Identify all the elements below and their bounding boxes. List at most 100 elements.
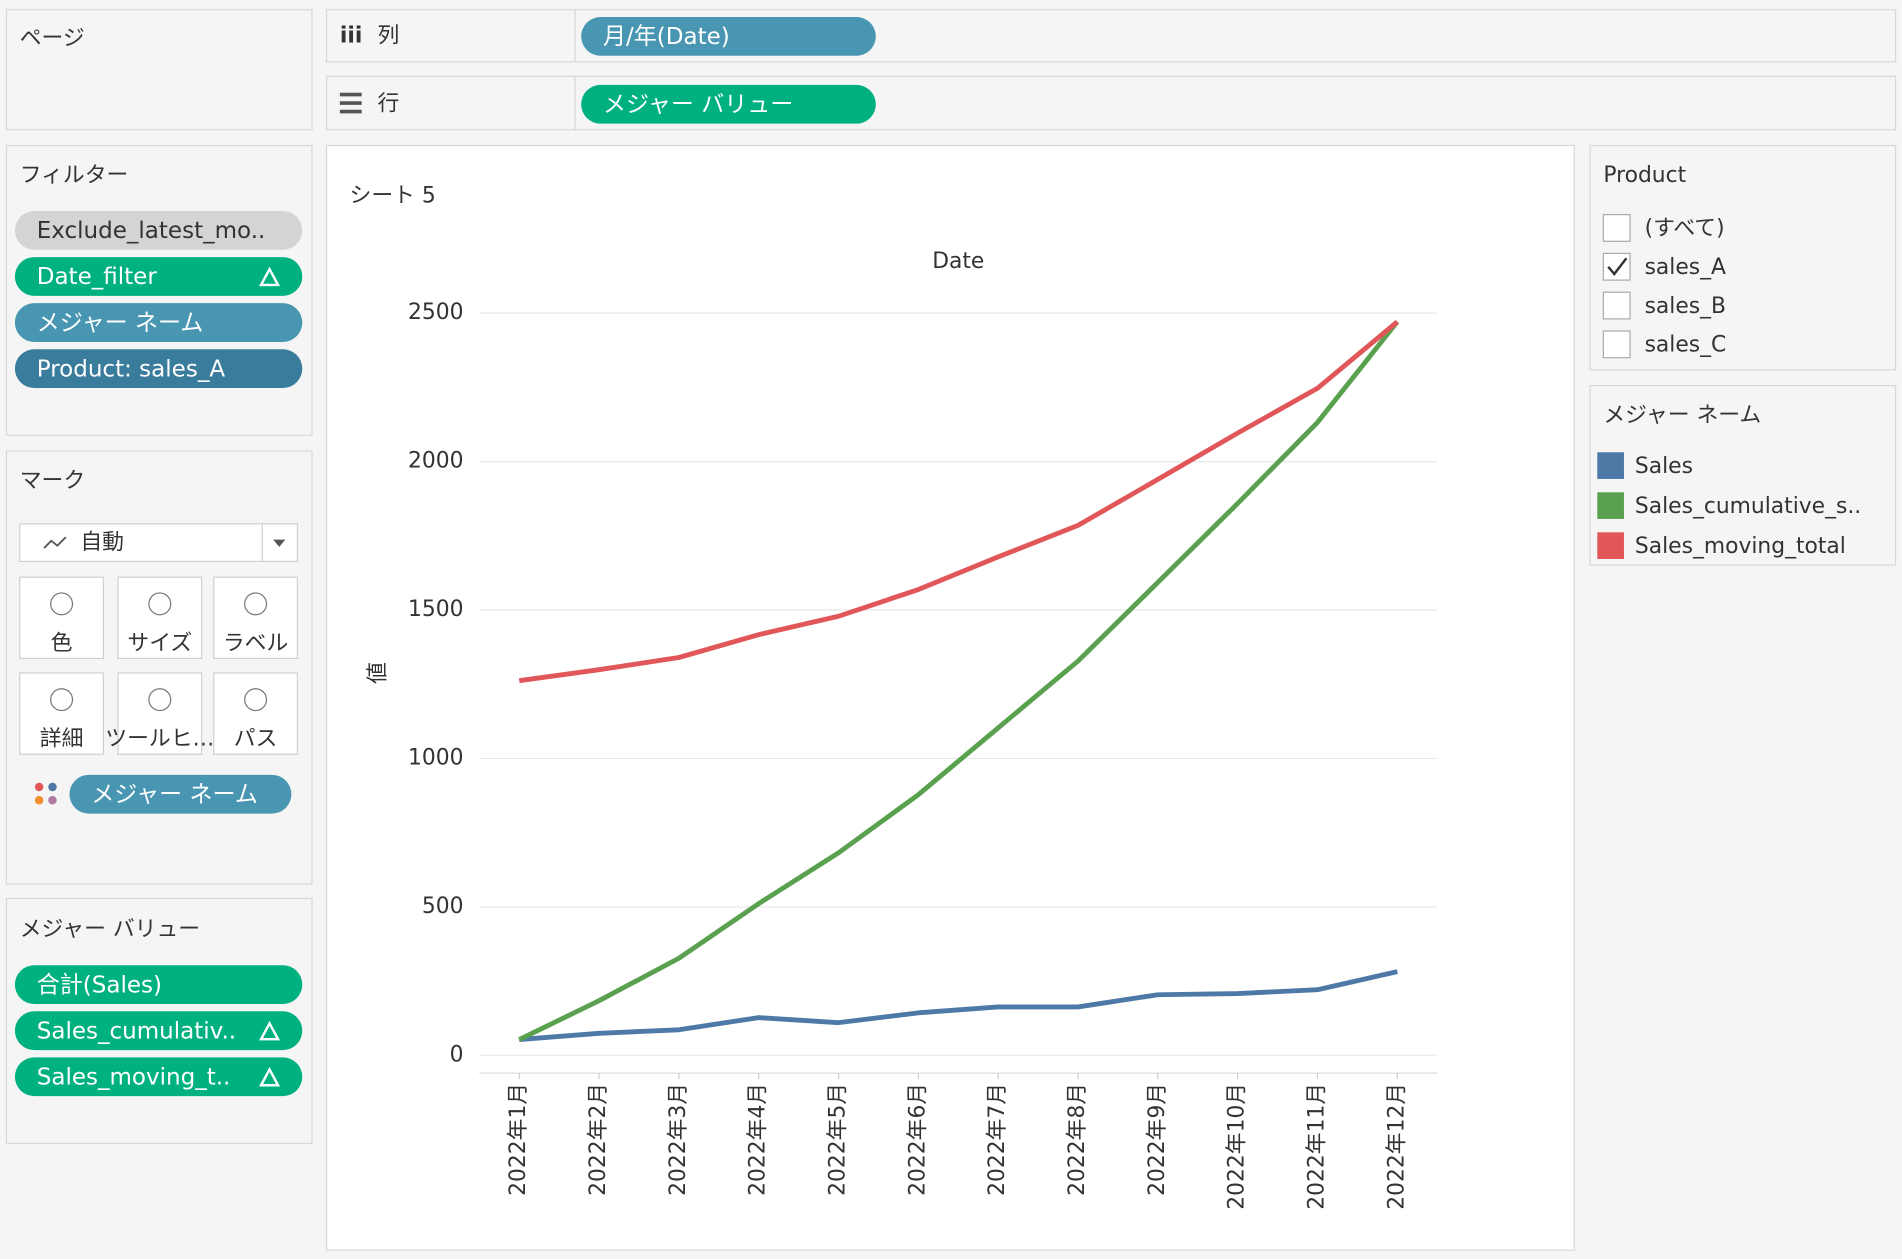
checkbox[interactable] xyxy=(1602,252,1631,281)
legend-swatch xyxy=(1597,452,1624,479)
pill-text: Sales_moving_t.. xyxy=(37,1064,231,1090)
filter-pill[interactable] xyxy=(14,349,303,389)
option-label: sales_B xyxy=(1645,294,1726,319)
panel-title: フィルター xyxy=(20,163,129,188)
pill-text: Exclude_latest_mo.. xyxy=(37,218,266,244)
x-axis-title: Date xyxy=(932,249,984,274)
mark-button[interactable] xyxy=(19,672,105,755)
measure-pill[interactable] xyxy=(14,965,303,1004)
rows-shelf xyxy=(325,75,1897,131)
columns-shelf xyxy=(325,9,1897,63)
mark-type: 自動 xyxy=(80,530,124,555)
legend-swatch xyxy=(1597,532,1624,559)
checkbox[interactable] xyxy=(1602,214,1631,242)
icon xyxy=(50,688,74,712)
x-tick-label: 2022年4月 xyxy=(746,1083,771,1196)
pill-text: 合計(Sales) xyxy=(37,972,162,998)
icon xyxy=(259,266,281,287)
product-filter-panel xyxy=(1589,144,1897,371)
mark-type-dropdown[interactable] xyxy=(19,523,299,563)
legend-label[interactable]: Sales_cumulative_s.. xyxy=(1635,494,1861,519)
x-tick-label: 2022年7月 xyxy=(985,1083,1010,1196)
y-tick-label: 1000 xyxy=(408,745,464,770)
y-tick-label: 2000 xyxy=(408,449,464,474)
mark-button[interactable] xyxy=(117,576,203,660)
mark-button-label: 色 xyxy=(51,631,73,656)
mark-button-label: ラベル xyxy=(223,631,288,656)
panel-title: メジャー バリュー xyxy=(20,917,200,942)
x-tick-label: 2022年6月 xyxy=(905,1083,930,1196)
mark-button[interactable] xyxy=(19,576,105,660)
chart-title: シート 5 xyxy=(350,183,436,208)
mark-button[interactable] xyxy=(213,576,299,660)
pill[interactable] xyxy=(581,84,876,124)
option-label: sales_A xyxy=(1645,255,1726,280)
icon xyxy=(259,1020,281,1041)
icon xyxy=(148,688,172,712)
panel-title: ページ xyxy=(20,26,85,51)
x-tick-label: 2022年8月 xyxy=(1065,1083,1090,1196)
shelf-label: 行 xyxy=(377,91,399,116)
x-tick-label: 2022年12月 xyxy=(1384,1083,1409,1210)
measure-pill[interactable] xyxy=(14,1057,303,1097)
y-tick-label: 500 xyxy=(422,894,464,919)
panel-title: Product xyxy=(1603,163,1686,188)
filter-pill[interactable] xyxy=(14,257,303,296)
icon xyxy=(50,592,74,616)
pages-panel xyxy=(5,9,313,131)
y-tick-label: 2500 xyxy=(408,300,464,325)
shelf-label: 列 xyxy=(377,23,399,48)
legend-title: メジャー ネーム xyxy=(1603,403,1761,428)
icon xyxy=(244,592,268,616)
icon xyxy=(244,688,268,712)
legend-panel xyxy=(1589,384,1897,566)
option-label: (すべて) xyxy=(1645,216,1725,241)
mark-button-label: ツールヒ… xyxy=(105,727,214,752)
mark-button[interactable] xyxy=(117,672,203,755)
x-tick-label: 2022年2月 xyxy=(586,1083,611,1196)
chart-panel xyxy=(325,144,1575,1251)
mark-button-label: サイズ xyxy=(127,631,192,656)
x-tick-label: 2022年9月 xyxy=(1145,1083,1170,1196)
pill-text: Product: sales_A xyxy=(37,356,226,382)
icon xyxy=(259,1066,281,1087)
data-line xyxy=(518,320,1400,1042)
x-tick-label: 2022年10月 xyxy=(1225,1083,1250,1210)
icon: iii xyxy=(340,23,362,48)
data-line xyxy=(519,969,1398,1042)
filter-pill[interactable] xyxy=(14,303,303,342)
y-tick-label: 0 xyxy=(450,1042,464,1067)
icon xyxy=(148,592,172,616)
x-tick-label: 2022年5月 xyxy=(826,1083,851,1196)
x-tick-label: 2022年11月 xyxy=(1304,1083,1329,1210)
pill-text: 月/年(Date) xyxy=(603,24,730,50)
legend-label[interactable]: Sales_moving_total xyxy=(1635,534,1846,559)
x-tick-label: 2022年1月 xyxy=(506,1083,531,1196)
option-label: sales_C xyxy=(1645,333,1727,358)
y-axis-title: 値 xyxy=(366,662,391,684)
pill-text: メジャー ネーム xyxy=(91,782,258,808)
legend-swatch xyxy=(1597,492,1624,519)
checkbox[interactable] xyxy=(1602,330,1631,359)
pill[interactable] xyxy=(69,774,292,814)
checkmark xyxy=(1607,257,1628,276)
pill-text: Date_filter xyxy=(37,264,158,290)
pill-text: Sales_cumulativ.. xyxy=(37,1018,236,1044)
mark-button[interactable] xyxy=(213,672,299,755)
mark-button-label: 詳細 xyxy=(40,727,84,752)
mark-button-label: パス xyxy=(234,727,278,752)
legend-label[interactable]: Sales xyxy=(1635,454,1693,479)
checkbox[interactable] xyxy=(1602,291,1631,320)
marks-panel xyxy=(5,450,313,885)
y-tick-label: 1500 xyxy=(408,597,464,622)
data-line xyxy=(518,319,1399,684)
pill-text: メジャー バリュー xyxy=(603,92,793,118)
measure-pill[interactable] xyxy=(14,1011,303,1051)
x-tick-label: 2022年3月 xyxy=(666,1083,691,1196)
pill[interactable] xyxy=(581,16,876,56)
panel-title: マーク xyxy=(20,468,85,493)
filter-pill[interactable] xyxy=(14,210,303,250)
pill-text: メジャー ネーム xyxy=(37,310,204,336)
